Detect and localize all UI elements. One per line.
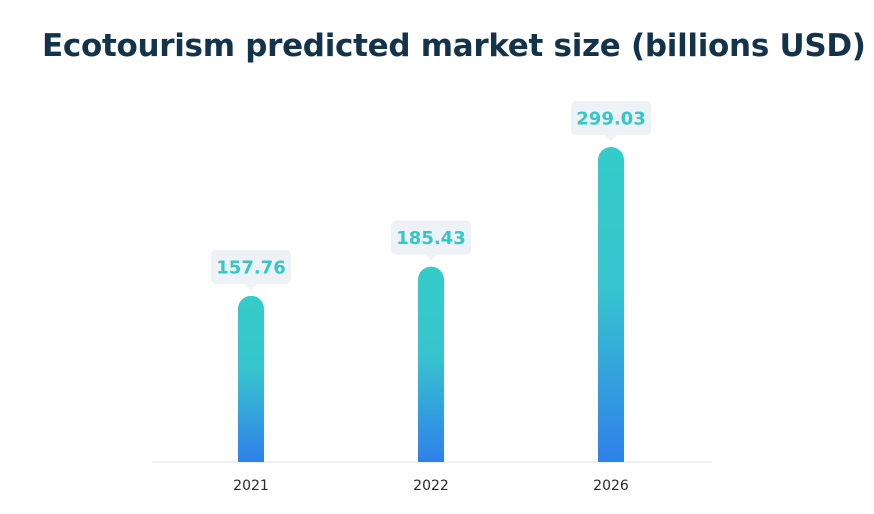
chart-title: Ecotourism predicted market size (billio… [42,28,866,64]
value-label-text: 157.76 [216,257,285,278]
x-tick-label-2021: 2021 [233,478,269,494]
x-tick-label-2026: 2026 [593,478,629,494]
bar-2026 [598,147,624,462]
value-label-2021: 157.76 [211,249,291,290]
bar-2022 [418,266,444,462]
x-tick-label-2022: 2022 [413,478,449,494]
bar-2021 [238,295,264,462]
value-label-text: 299.03 [576,109,645,130]
value-label-2022: 185.43 [391,220,471,261]
value-label-text: 185.43 [396,228,465,249]
value-label-2026: 299.03 [571,101,651,141]
